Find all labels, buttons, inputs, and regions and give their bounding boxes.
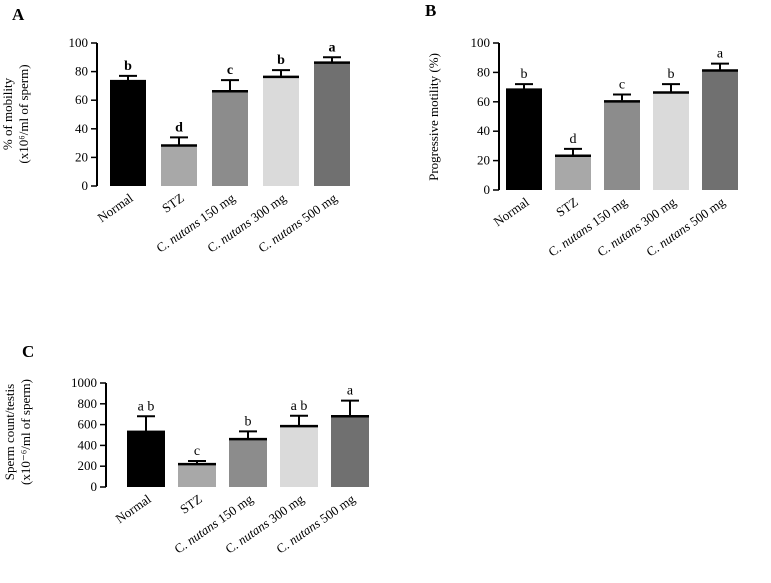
significance-letter: a	[329, 40, 336, 55]
panel-label-a: A	[12, 5, 25, 24]
bar	[555, 154, 591, 190]
significance-letter: a b	[138, 399, 155, 414]
significance-letter: c	[619, 77, 625, 92]
y-tick-label: 100	[69, 35, 89, 50]
y-tick-label: 0	[82, 178, 89, 193]
bar	[178, 463, 216, 487]
bar	[314, 61, 350, 187]
bar	[506, 88, 542, 190]
significance-letter: d	[570, 132, 577, 147]
y-tick-label: 40	[477, 123, 490, 138]
category-label: Normal	[113, 491, 154, 526]
y-axis-label: Sperm count/testis(x10⁻⁶/ml of sperm)	[2, 379, 33, 485]
bar	[263, 75, 299, 186]
significance-letter: b	[124, 59, 132, 74]
bar	[331, 415, 369, 487]
y-tick-label: 0	[91, 479, 98, 494]
y-tick-label: 100	[471, 35, 491, 50]
chart-panel-c: C 0 200 400 600 800 1000 Sperm count/testis(x10…	[2, 342, 369, 556]
y-axis-label: Progressive motility (%)	[426, 53, 441, 181]
y-tick-label: 400	[78, 437, 98, 452]
category-label: STZ	[553, 194, 581, 220]
y-tick-label: 80	[477, 64, 490, 79]
y-tick-label: 20	[477, 153, 490, 168]
significance-letter: d	[175, 120, 183, 135]
bar	[604, 100, 640, 190]
bar	[127, 430, 165, 487]
category-label: STZ	[177, 491, 205, 517]
category-label: STZ	[159, 190, 187, 216]
chart-panel-a: A 0 20 40 60 80 100 % of mobility(x10⁶/ml of sp…	[0, 5, 350, 255]
bar	[702, 69, 738, 190]
y-tick-label: 600	[78, 417, 98, 432]
significance-letter: c	[227, 63, 233, 78]
y-tick-label: 40	[75, 121, 88, 136]
significance-letter: b	[277, 53, 285, 68]
bar	[161, 144, 197, 186]
significance-letter: a	[717, 47, 724, 62]
significance-letter: a	[347, 384, 354, 399]
bar	[280, 425, 318, 487]
significance-letter: c	[194, 444, 200, 459]
significance-letter: b	[245, 414, 252, 429]
bar	[653, 91, 689, 190]
chart-panel-b: B 0 20 40 60 80 100 Progressive motility (%) b No…	[425, 1, 738, 259]
y-tick-label: 20	[75, 149, 88, 164]
y-tick-label: 80	[75, 64, 88, 79]
y-tick-label: 60	[75, 92, 88, 107]
category-label: Normal	[491, 194, 532, 229]
y-tick-label: 800	[78, 396, 98, 411]
panel-label-b: B	[425, 1, 436, 20]
bar	[229, 438, 267, 487]
bar	[110, 80, 146, 186]
y-tick-label: 200	[78, 458, 98, 473]
y-tick-label: 1000	[71, 375, 97, 390]
bar	[212, 90, 248, 186]
category-label: Normal	[95, 190, 136, 225]
significance-letter: b	[521, 67, 528, 82]
significance-letter: a b	[291, 399, 308, 414]
y-tick-label: 60	[477, 94, 490, 109]
significance-letter: b	[668, 67, 675, 82]
panel-label-c: C	[22, 342, 34, 361]
y-tick-label: 0	[484, 182, 491, 197]
y-axis-label: % of mobility(x10⁶/ml of sperm)	[0, 64, 31, 163]
